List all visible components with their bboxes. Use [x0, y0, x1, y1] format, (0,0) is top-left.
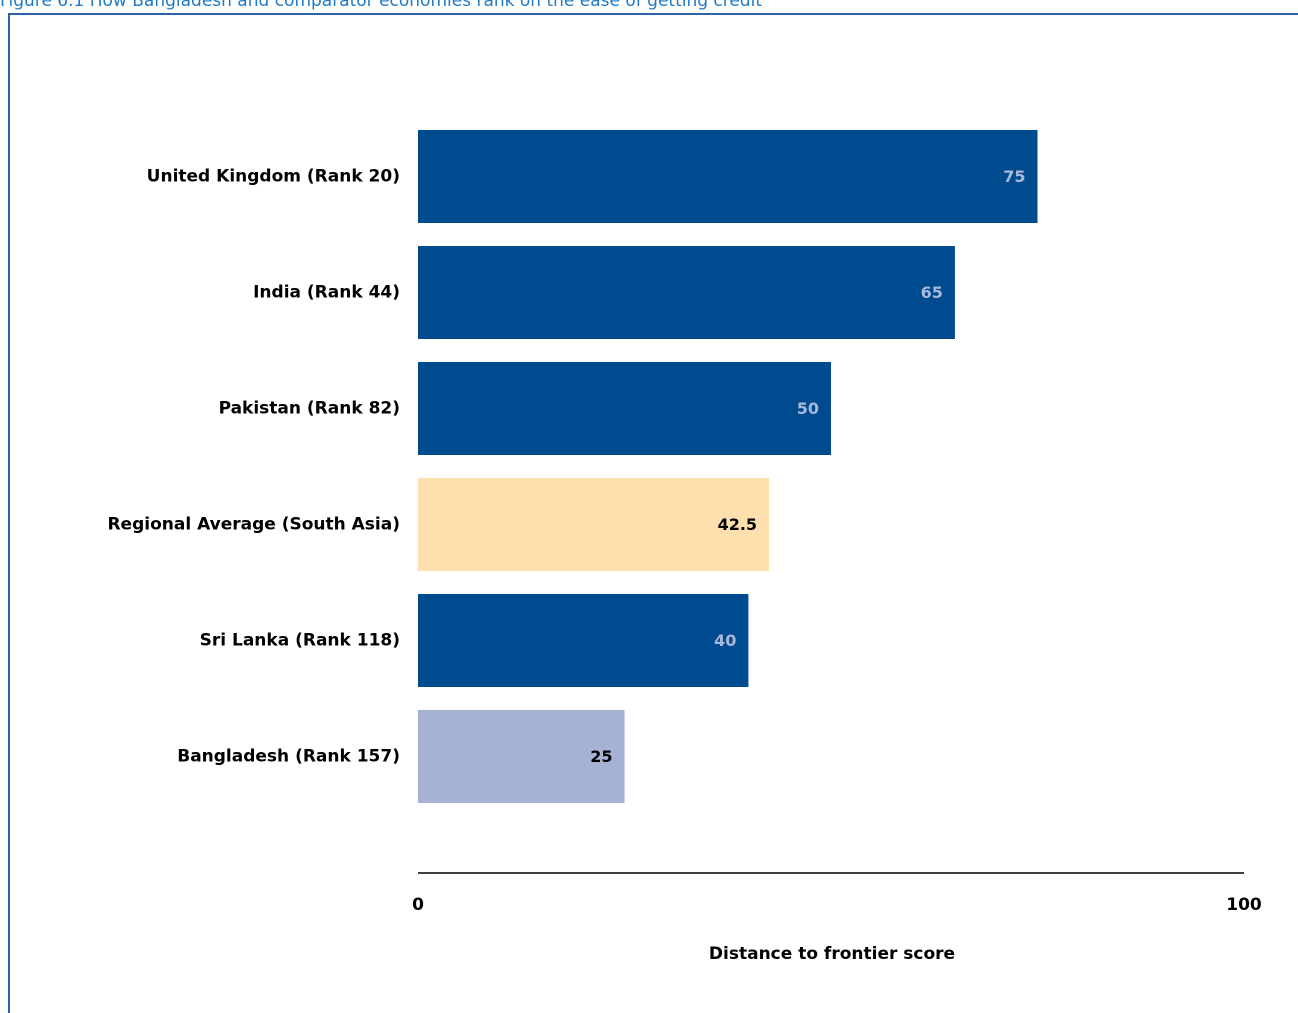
bar	[418, 594, 749, 687]
category-label: Sri Lanka (Rank 118)	[200, 631, 400, 651]
value-label: 42.5	[718, 515, 757, 534]
x-axis: 0 100 Distance to frontier score	[412, 872, 1262, 964]
value-label: 50	[797, 399, 819, 418]
figure-frame	[8, 13, 1298, 1013]
category-label: India (Rank 44)	[253, 283, 400, 303]
x-axis-title: Distance to frontier score	[709, 944, 955, 964]
bar	[418, 710, 625, 803]
bar	[418, 478, 770, 571]
bar	[418, 246, 955, 339]
bar	[418, 362, 831, 455]
value-label: 65	[921, 283, 943, 302]
category-label: Bangladesh (Rank 157)	[177, 747, 400, 767]
value-label: 75	[1003, 167, 1025, 186]
x-tick-label-min: 0	[412, 895, 424, 915]
value-label: 40	[714, 631, 736, 650]
category-label: United Kingdom (Rank 20)	[147, 167, 400, 187]
value-label: 25	[590, 747, 612, 766]
category-label: Pakistan (Rank 82)	[219, 399, 400, 419]
bar	[418, 130, 1038, 223]
bars-layer: United Kingdom (Rank 20) 75 India (Rank 44…	[107, 130, 1038, 803]
x-tick-label-max: 100	[1226, 895, 1262, 915]
figure-caption: Figure 6.1 How Bangladesh and comparator…	[0, 0, 763, 11]
category-label: Regional Average (South Asia)	[107, 515, 400, 535]
